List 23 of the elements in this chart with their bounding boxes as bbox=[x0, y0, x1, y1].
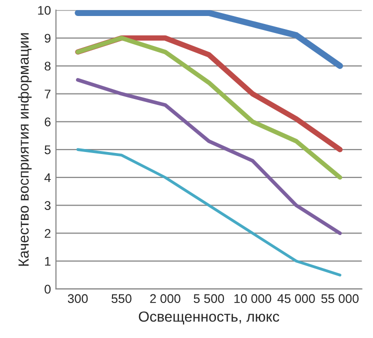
x-tick-label: 5 500 bbox=[194, 294, 224, 304]
x-tick-label: 2 000 bbox=[150, 294, 180, 304]
x-axis-title: Освещенность, люкс bbox=[138, 311, 280, 325]
y-tick-label: 2 bbox=[44, 229, 50, 238]
y-tick-label: 6 bbox=[44, 117, 51, 126]
line-series bbox=[76, 78, 342, 236]
y-tick-label: 3 bbox=[44, 201, 51, 210]
x-tick-label: 550 bbox=[112, 294, 132, 304]
y-tick-label: 5 bbox=[44, 145, 51, 154]
y-tick-label: 8 bbox=[44, 62, 51, 71]
y-tick-label: 7 bbox=[44, 90, 50, 98]
x-tick-label: 55 000 bbox=[321, 294, 359, 304]
y-axis-title: Качество восприятия информации bbox=[18, 33, 32, 266]
x-tick-label: 300 bbox=[68, 294, 88, 304]
y-tick-label: 10 bbox=[38, 6, 51, 15]
line-series bbox=[76, 148, 342, 276]
y-tick-label: 1 bbox=[45, 257, 50, 266]
x-tick-label: 10 000 bbox=[234, 294, 272, 304]
y-tick-label: 4 bbox=[44, 173, 51, 182]
y-tick-label: 0 bbox=[44, 284, 51, 294]
x-tick-label: 45 000 bbox=[277, 294, 315, 304]
line-series bbox=[76, 36, 342, 180]
y-tick-label: 9 bbox=[44, 34, 50, 43]
